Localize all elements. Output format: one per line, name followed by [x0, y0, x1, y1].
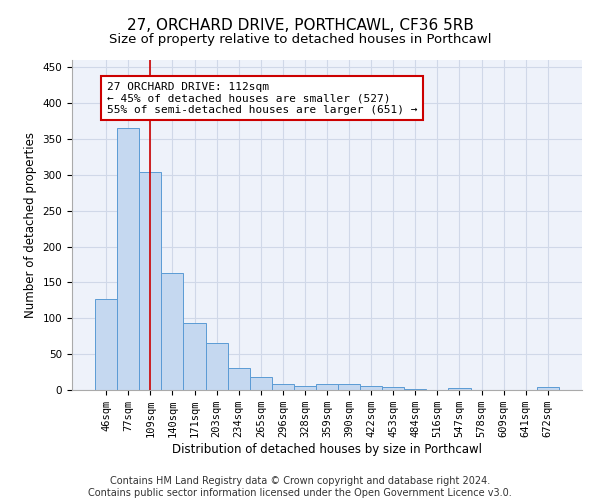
Bar: [360, 386, 382, 390]
Bar: [227, 368, 250, 390]
Y-axis label: Number of detached properties: Number of detached properties: [24, 132, 37, 318]
Bar: [294, 386, 316, 390]
Bar: [139, 172, 161, 390]
Bar: [272, 384, 294, 390]
Text: Size of property relative to detached houses in Porthcawl: Size of property relative to detached ho…: [109, 32, 491, 46]
Bar: [382, 387, 404, 390]
Bar: [448, 388, 470, 390]
Bar: [161, 273, 184, 390]
Bar: [316, 384, 338, 390]
Bar: [95, 299, 117, 390]
Bar: [184, 324, 206, 390]
Text: 27, ORCHARD DRIVE, PORTHCAWL, CF36 5RB: 27, ORCHARD DRIVE, PORTHCAWL, CF36 5RB: [127, 18, 473, 32]
Bar: [250, 377, 272, 390]
Bar: [338, 384, 360, 390]
Text: Contains HM Land Registry data © Crown copyright and database right 2024.
Contai: Contains HM Land Registry data © Crown c…: [88, 476, 512, 498]
X-axis label: Distribution of detached houses by size in Porthcawl: Distribution of detached houses by size …: [172, 443, 482, 456]
Bar: [537, 387, 559, 390]
Bar: [206, 342, 227, 390]
Bar: [117, 128, 139, 390]
Text: 27 ORCHARD DRIVE: 112sqm
← 45% of detached houses are smaller (527)
55% of semi-: 27 ORCHARD DRIVE: 112sqm ← 45% of detach…: [107, 82, 417, 114]
